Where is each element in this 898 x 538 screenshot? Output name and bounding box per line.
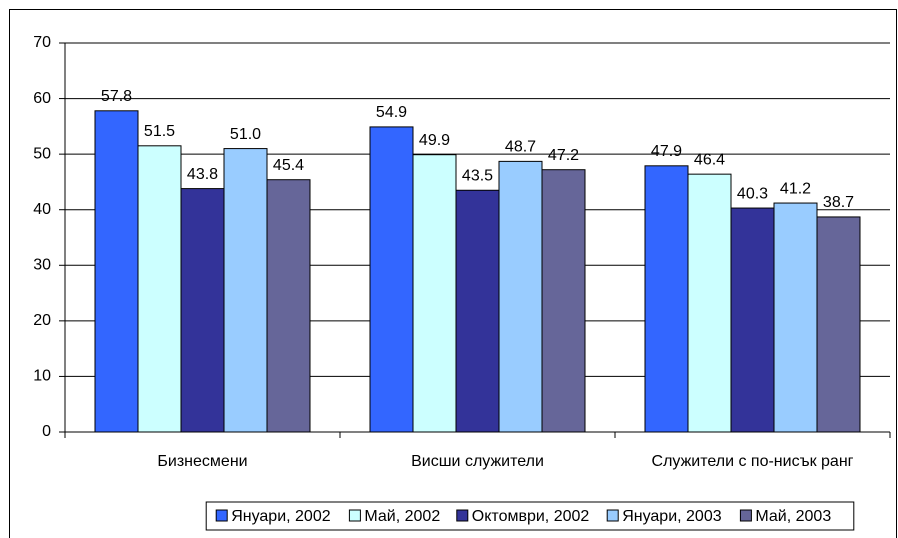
y-tick-label: 20 [33,312,51,329]
bar [137,145,182,433]
y-tick-label: 0 [42,423,51,440]
data-label: 43.8 [187,166,218,183]
data-label: 38.7 [823,194,854,211]
bar [816,216,861,433]
bar [94,110,139,433]
legend-swatch [606,509,619,522]
bar [730,207,775,433]
y-tick-label: 40 [33,201,51,218]
legend-label: Май, 2002 [364,508,440,525]
bar [455,189,500,433]
bar [412,154,457,433]
data-label: 47.9 [651,143,682,160]
bar [369,126,414,433]
x-tick-label: Служители с по-нисък ранг [652,453,854,470]
bar [644,165,689,433]
legend-label: Октомври, 2002 [472,508,590,525]
x-tick-label: Висши служители [411,453,544,470]
y-tick-label: 70 [33,34,51,51]
legend-label: Януари, 2002 [231,508,331,525]
data-label: 45.4 [273,157,304,174]
bar [266,179,311,433]
data-label: 48.7 [505,139,536,156]
data-label: 54.9 [376,104,407,121]
legend-swatch [348,509,361,522]
y-tick-label: 50 [33,145,51,162]
legend-swatch [456,509,469,522]
data-label: 49.9 [419,132,450,149]
y-tick-label: 10 [33,368,51,385]
legend-label: Май, 2003 [755,508,831,525]
data-label: 40.3 [737,185,768,202]
y-tick-label: 60 [33,90,51,107]
data-label: 43.5 [462,167,493,184]
data-label: 57.8 [101,88,132,105]
bar [498,160,543,433]
data-label: 51.0 [230,126,261,143]
legend-swatch [215,509,228,522]
bar [223,148,268,433]
legend-swatch [739,509,752,522]
data-label: 46.4 [694,151,725,168]
y-tick-label: 30 [33,257,51,274]
bar [180,188,225,433]
data-label: 51.5 [144,123,175,140]
data-label: 47.2 [548,147,579,164]
bar [687,173,732,433]
data-label: 41.2 [780,180,811,197]
x-tick-label: Бизнесмени [157,453,247,470]
bar [541,169,586,433]
bar [773,202,818,433]
legend-label: Януари, 2003 [622,508,722,525]
